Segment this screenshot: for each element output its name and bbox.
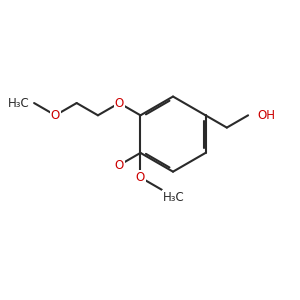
Text: H₃C: H₃C <box>163 191 185 204</box>
Text: OH: OH <box>258 109 276 122</box>
Text: O: O <box>136 171 145 184</box>
Text: O: O <box>115 159 124 172</box>
Text: O: O <box>51 109 60 122</box>
Text: O: O <box>115 97 124 110</box>
Text: H₃C: H₃C <box>8 97 30 110</box>
